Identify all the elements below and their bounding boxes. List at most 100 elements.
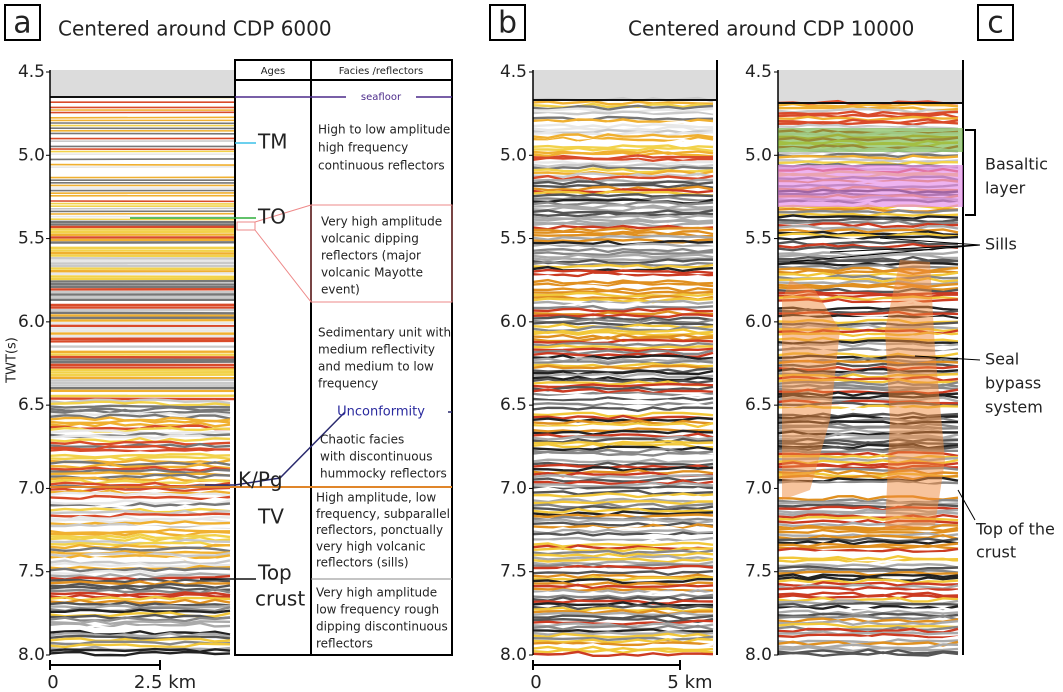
reflector	[49, 436, 231, 444]
reflector	[49, 650, 231, 657]
reflector	[532, 154, 714, 161]
facies-text: frequency, subparallel	[316, 507, 450, 521]
reflector	[532, 593, 714, 600]
reflector	[532, 286, 714, 293]
reflector	[532, 398, 714, 405]
reflector	[49, 502, 231, 509]
reflector	[532, 297, 714, 304]
reflector	[532, 234, 714, 241]
y-tick-label: 8.0	[745, 645, 772, 665]
reflector	[532, 531, 714, 537]
reflector	[532, 260, 714, 267]
y-tick-label: 7.5	[745, 562, 772, 582]
reflector	[532, 338, 714, 345]
reflector	[532, 385, 714, 392]
facies-text: reflectors	[316, 637, 373, 651]
reflector	[532, 307, 714, 313]
facies-text: High to low amplitude	[318, 123, 450, 137]
reflector	[777, 539, 959, 546]
reflector	[532, 291, 714, 299]
reflector	[49, 442, 231, 449]
reflector	[49, 398, 231, 405]
panel-title: Centered around CDP 6000	[58, 17, 332, 41]
reflector	[532, 193, 714, 198]
reflector	[532, 575, 714, 582]
reflector	[532, 437, 714, 444]
reflector	[532, 458, 714, 465]
facies-text: reflectors (sills)	[316, 556, 409, 570]
reflector	[49, 421, 231, 428]
reflector	[532, 442, 714, 449]
annotation: Sills	[985, 235, 1017, 254]
table-frame	[234, 59, 453, 656]
reflector	[49, 601, 231, 607]
reflector	[777, 588, 959, 595]
reflector	[532, 151, 714, 158]
facies-text: frequency	[318, 377, 378, 391]
annotation: Basaltic	[985, 155, 1048, 174]
reflector	[532, 206, 714, 213]
panel-letter-box	[977, 4, 1014, 41]
annotation: layer	[985, 179, 1026, 198]
panel-letter: b	[498, 6, 517, 41]
basalt-upper	[778, 128, 963, 152]
reflector	[532, 502, 714, 509]
reflector	[532, 624, 714, 631]
facies-text: low frequency rough	[316, 603, 439, 617]
reflector	[532, 414, 714, 421]
reflector	[532, 632, 714, 639]
reflector	[49, 491, 231, 497]
scale-label: 0	[530, 672, 541, 692]
reflector	[532, 247, 714, 254]
reflector	[532, 518, 714, 525]
reflector	[533, 564, 714, 570]
reflector	[532, 421, 714, 429]
reflector	[532, 341, 714, 348]
reflector	[532, 159, 714, 166]
reflector	[532, 258, 713, 265]
y-tick-label: 5.0	[745, 145, 772, 165]
facies-text: continuous reflectors	[318, 159, 445, 173]
reflector	[533, 500, 714, 506]
reflector	[532, 344, 714, 351]
reflector	[532, 369, 714, 377]
reflector	[532, 513, 714, 519]
y-tick-label: 6.5	[745, 395, 772, 415]
reflector	[532, 289, 714, 296]
reflector	[49, 634, 231, 640]
reflector	[532, 257, 714, 262]
y-tick-label: 7.5	[500, 562, 527, 582]
water-column	[778, 70, 963, 103]
age-label: K/Pg	[238, 468, 283, 492]
reflector	[532, 349, 714, 356]
reflector	[532, 304, 714, 312]
reflector	[532, 549, 714, 556]
reflector	[532, 590, 714, 597]
reflector	[49, 553, 231, 561]
reflector	[777, 622, 959, 629]
reflector	[49, 616, 231, 623]
reflector	[49, 426, 231, 433]
reflector	[532, 333, 714, 340]
label-background	[346, 404, 416, 420]
leader-line	[914, 355, 981, 361]
reflector	[49, 546, 231, 553]
to-marker	[236, 221, 256, 231]
annotation: system	[985, 398, 1043, 417]
reflector	[532, 497, 713, 504]
reflector	[49, 550, 231, 555]
reflector	[49, 530, 231, 537]
annotation: Top of the	[975, 520, 1055, 539]
facies-text: High amplitude, low	[316, 491, 436, 505]
y-tick-label: 4.5	[745, 62, 772, 82]
y-tick-label: 7.0	[745, 478, 772, 498]
panel-letter-box	[4, 4, 41, 41]
reflector	[532, 521, 714, 527]
reflector	[777, 593, 958, 600]
reflector	[532, 599, 714, 605]
reflector	[777, 537, 959, 543]
reflector	[532, 250, 714, 257]
water-column	[533, 70, 717, 100]
age-label: Top	[257, 561, 292, 585]
